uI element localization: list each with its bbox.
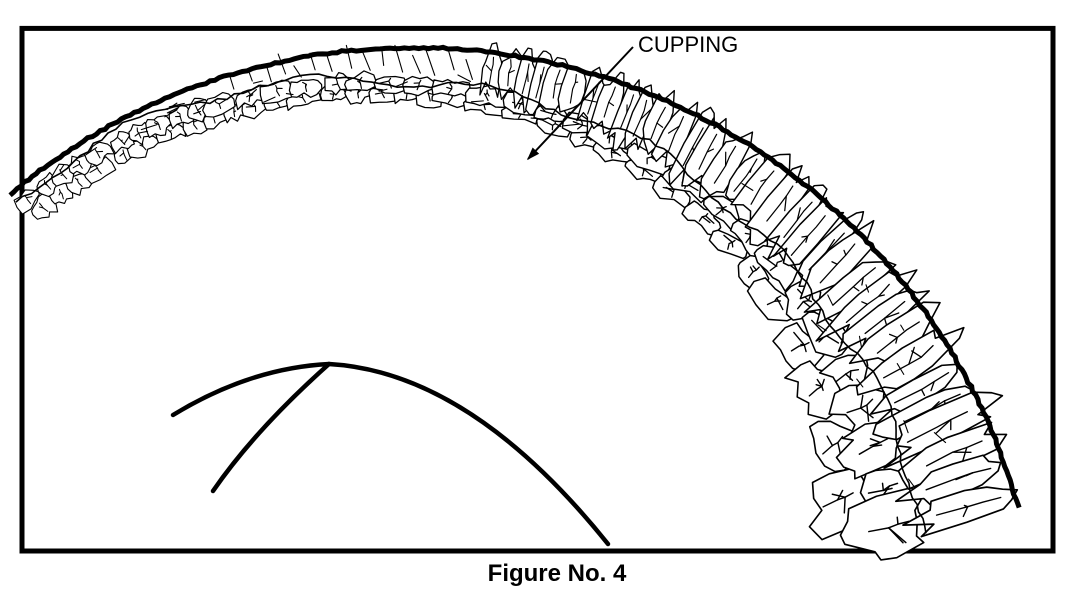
- svg-text:Figure No. 4: Figure No. 4: [488, 560, 627, 587]
- svg-text:CUPPING: CUPPING: [638, 32, 738, 57]
